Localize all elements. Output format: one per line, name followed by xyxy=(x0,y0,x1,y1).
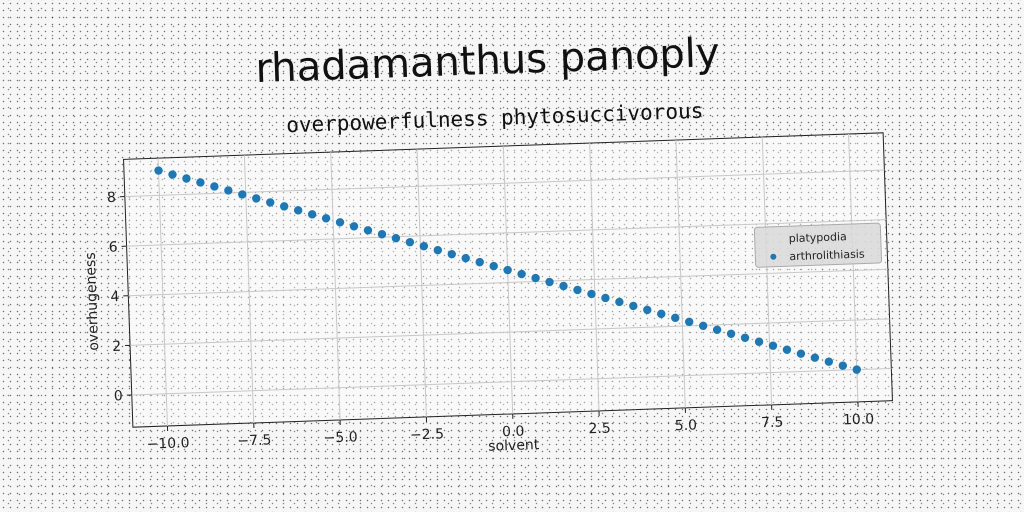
chart-title: rhadamanthus panoply xyxy=(255,30,721,92)
x-tick-label: −10.0 xyxy=(146,435,189,452)
y-tick-label: 4 xyxy=(110,289,120,305)
x-axis-label: solvent xyxy=(488,437,540,455)
chart-subtitle: overpowerfulness phytosuccivorous xyxy=(286,99,704,138)
x-tick-label: 7.5 xyxy=(761,414,784,431)
x-tick-label: 2.5 xyxy=(588,421,611,438)
y-tick-label: 6 xyxy=(108,239,118,255)
legend-label-platypodia: platypodia xyxy=(789,230,848,245)
y-tick-label: 0 xyxy=(114,388,123,404)
legend: platypodia arthrolithiasis xyxy=(754,223,881,267)
x-tick-label: −2.5 xyxy=(410,426,445,443)
x-tick-label: −7.5 xyxy=(237,432,272,449)
y-axis-label: overhugeness xyxy=(83,252,102,351)
y-tick-label: 2 xyxy=(112,339,121,355)
y-tick-label: 8 xyxy=(107,190,116,206)
legend-label-arthrolithiasis: arthrolithiasis xyxy=(789,248,865,264)
x-tick-label: −5.0 xyxy=(323,429,358,446)
x-tick-label: 10.0 xyxy=(843,411,875,428)
x-tick-label: 5.0 xyxy=(675,417,698,434)
